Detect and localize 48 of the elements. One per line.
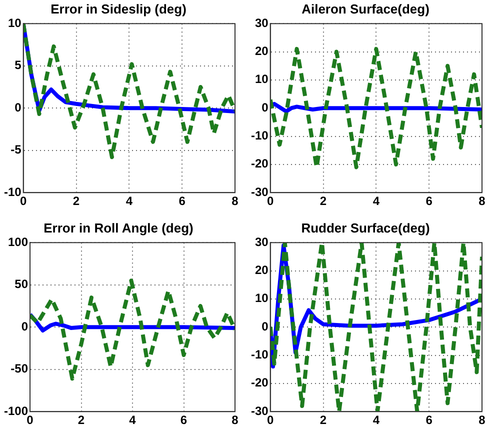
y-tick-label: 10	[8, 16, 22, 30]
y-tick-label: 0	[262, 100, 269, 114]
y-tick-label: -10	[251, 128, 269, 143]
x-tick-label: 8	[232, 194, 239, 208]
y-tick-label: 100	[8, 234, 28, 249]
x-tick-label: 4	[372, 413, 380, 428]
y-tick-label: -10	[4, 184, 22, 199]
y-tick-label: -20	[251, 376, 269, 390]
y-tick-label: 20	[254, 263, 269, 278]
x-tick-label: 8	[232, 413, 239, 428]
y-tick-label: 0	[14, 100, 22, 114]
line-series	[270, 242, 482, 412]
x-tick-label: 2	[72, 194, 80, 208]
y-tick-label: 5	[14, 58, 22, 72]
x-tick-label: 6	[426, 413, 433, 428]
chart-title: Aileron Surface(deg)	[302, 1, 430, 16]
y-tick-label: 30	[254, 16, 269, 30]
y-tick-label: -50	[10, 362, 28, 376]
x-tick-label: 4	[126, 194, 133, 208]
x-tick-label: 6	[180, 413, 188, 428]
y-tick-label: 0	[21, 319, 28, 334]
x-tick-label: 8	[478, 413, 486, 428]
y-tick-label: -10	[251, 348, 269, 362]
y-tick-label: -30	[251, 404, 269, 418]
y-tick-label: 30	[254, 234, 269, 249]
line-series	[23, 24, 235, 160]
y-tick-label: 10	[254, 72, 269, 86]
x-tick-label: 2	[78, 413, 85, 428]
y-tick-label: 10	[254, 291, 269, 306]
y-tick-label: -30	[251, 184, 269, 199]
chart-title: Rudder Surface(deg)	[301, 220, 430, 236]
x-tick-label: 2	[320, 413, 327, 428]
y-tick-label: -5	[10, 142, 22, 157]
x-tick-label: 4	[372, 194, 380, 208]
y-tick-label: 50	[14, 277, 28, 292]
y-tick-label: -20	[251, 156, 269, 171]
chart-title: Error in Roll Angle (deg)	[44, 220, 194, 236]
y-tick-label: 0	[262, 319, 269, 334]
x-tick-label: 4	[129, 413, 136, 428]
y-tick-label: -100	[4, 404, 28, 418]
x-tick-label: 6	[426, 194, 433, 208]
x-tick-label: 6	[178, 194, 186, 208]
line-series	[270, 46, 482, 170]
y-tick-label: 20	[254, 44, 269, 58]
line-series	[30, 278, 235, 381]
x-tick-label: 8	[478, 194, 486, 208]
x-tick-label: 2	[320, 194, 327, 208]
chart-title: Error in Sideslip (deg)	[50, 1, 186, 16]
